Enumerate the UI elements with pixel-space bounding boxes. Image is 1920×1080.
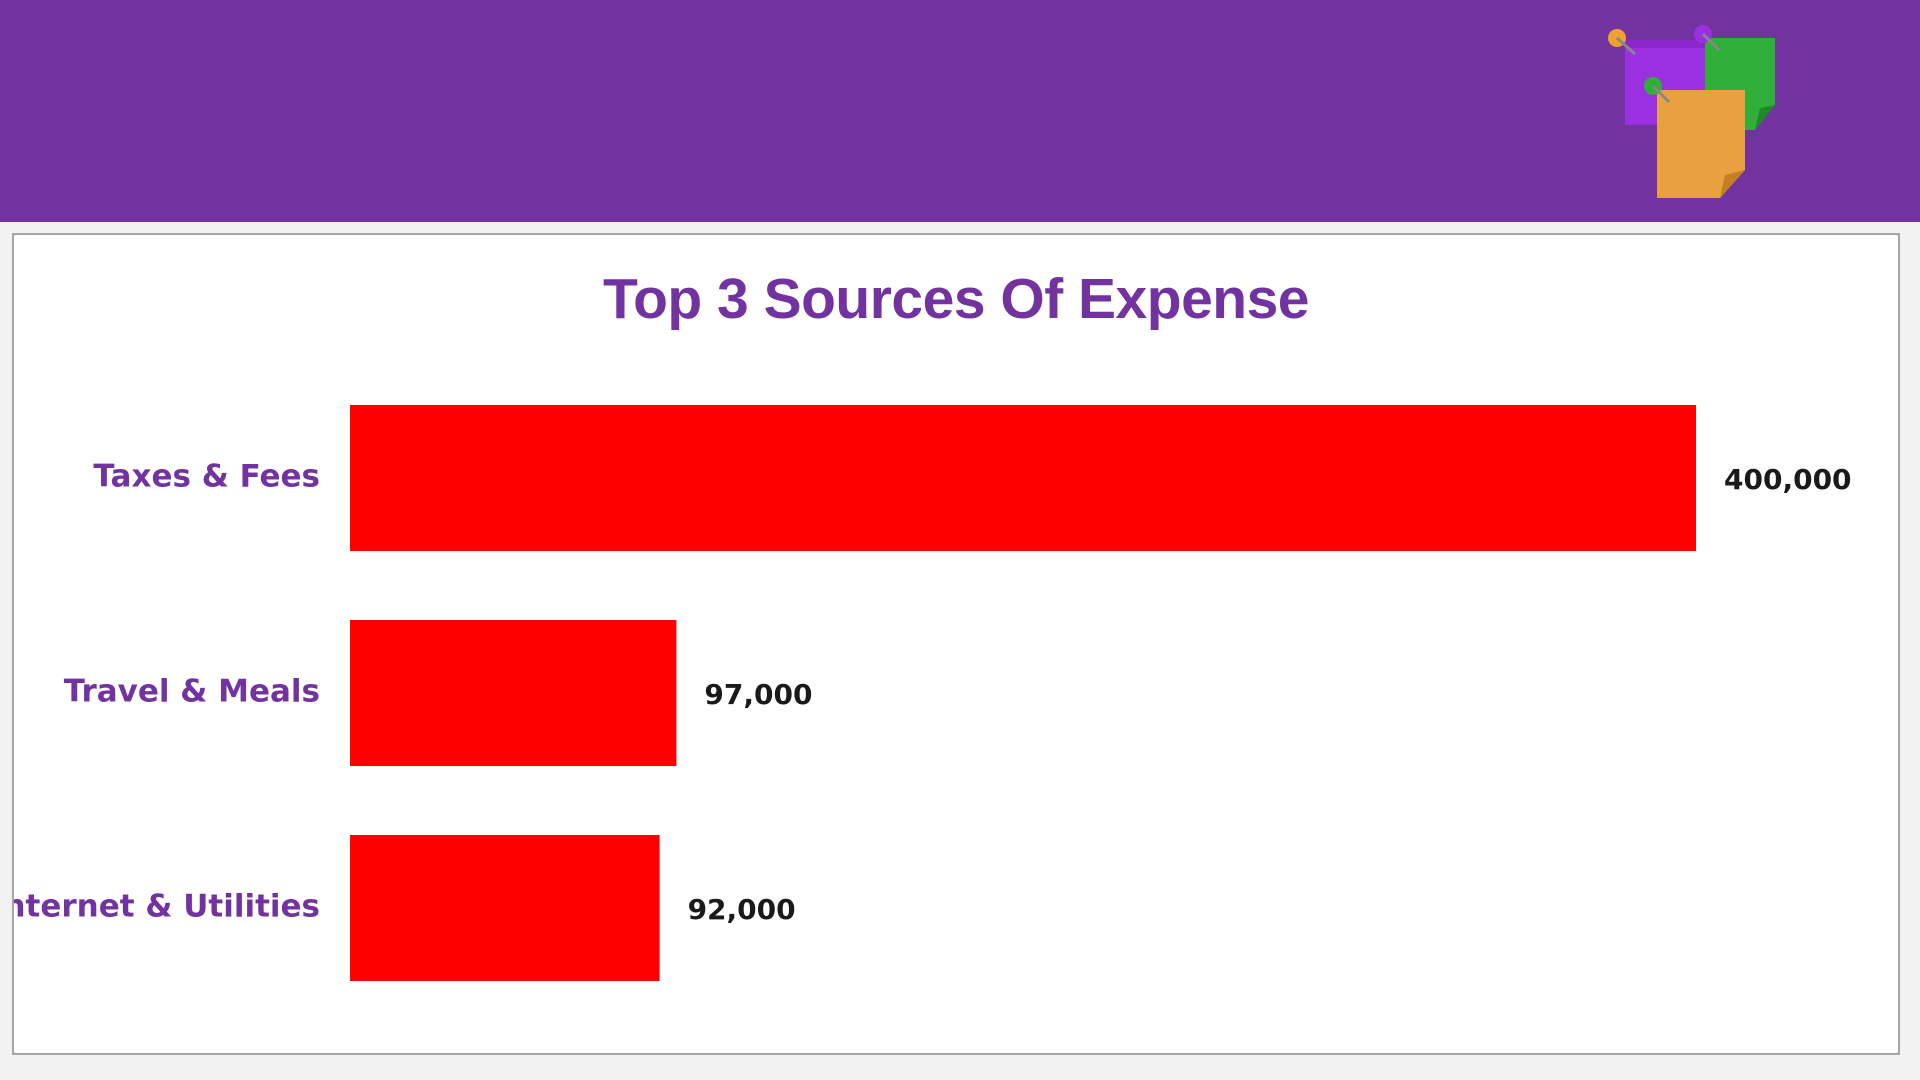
header-banner	[0, 0, 1920, 222]
chart-title: Top 3 Sources Of Expense	[603, 267, 1309, 331]
chart-panel: Top 3 Sources Of Expense Taxes & Fees 400…	[12, 233, 1900, 1055]
value-label: 92,000	[688, 893, 796, 926]
category-label: Internet & Utilities	[14, 889, 320, 925]
bar-chart: Taxes & Fees 400,000 Travel & Meals 97,000 I…	[14, 405, 1852, 981]
bar-2	[350, 835, 660, 981]
category-label: Taxes & Fees	[93, 459, 320, 495]
category-label: Travel & Meals	[64, 674, 320, 710]
value-label: 400,000	[1724, 463, 1852, 496]
sticky-notes-icon	[1608, 25, 1775, 198]
bar-1	[350, 620, 677, 766]
value-label: 97,000	[704, 678, 812, 711]
bar-0	[350, 405, 1696, 551]
